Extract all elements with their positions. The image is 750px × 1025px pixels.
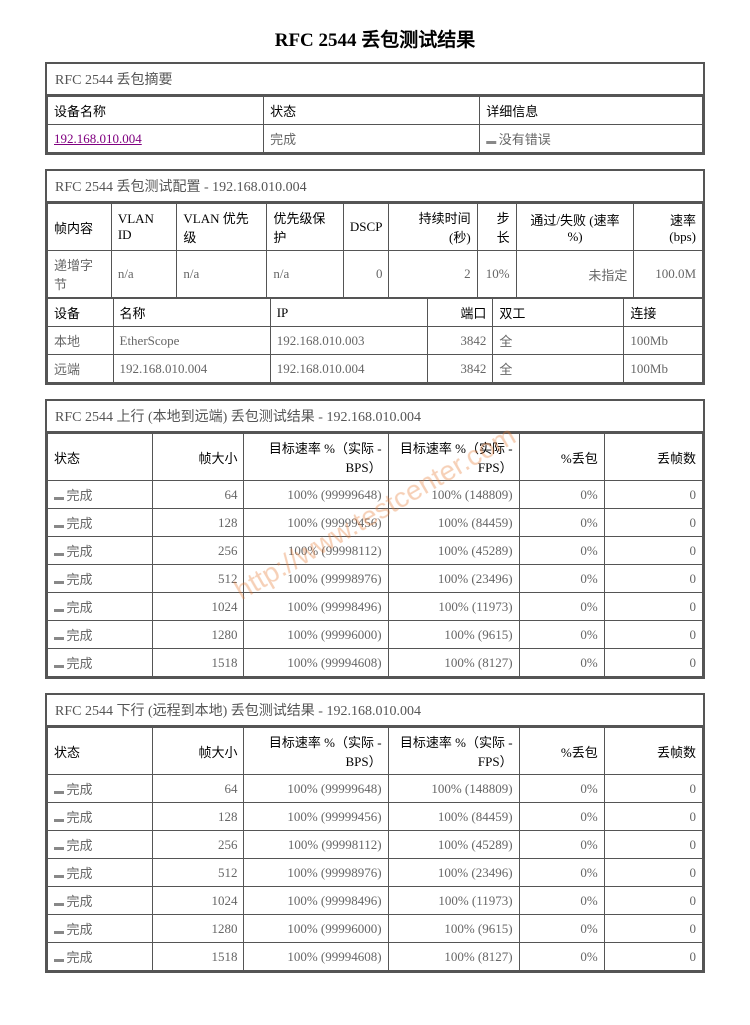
r8: 100.0M <box>634 251 703 298</box>
col: 丢帧数 <box>604 434 702 481</box>
c7: 通过/失败 (速率 %) <box>516 204 634 251</box>
col: %丢包 <box>519 728 604 775</box>
summary-header: RFC 2544 丢包摘要 <box>47 64 703 96</box>
result-row: 完成1280100% (99996000)100% (9615)0%0 <box>48 915 703 943</box>
device-link[interactable]: 192.168.010.004 <box>48 125 264 153</box>
dc5: 连接 <box>624 299 703 327</box>
dc2: IP <box>270 299 427 327</box>
result-row: 完成128100% (99999456)100% (84459)0%0 <box>48 803 703 831</box>
result-row: 完成1518100% (99994608)100% (8127)0%0 <box>48 649 703 677</box>
result-row: 完成1280100% (99996000)100% (9615)0%0 <box>48 621 703 649</box>
r0: 递增字节 <box>48 251 112 298</box>
up-table: 状态帧大小目标速率 %（实际 - BPS）目标速率 %（实际 - FPS）%丢包… <box>47 433 703 677</box>
r4: 0 <box>343 251 389 298</box>
c8: 速率 (bps) <box>634 204 703 251</box>
up-header: RFC 2544 上行 (本地到远端) 丢包测试结果 - 192.168.010… <box>47 401 703 433</box>
c6: 步长 <box>477 204 516 251</box>
result-row: 完成1024100% (99998496)100% (11973)0%0 <box>48 887 703 915</box>
down-table: 状态帧大小目标速率 %（实际 - BPS）目标速率 %（实际 - FPS）%丢包… <box>47 727 703 971</box>
col: 帧大小 <box>152 434 244 481</box>
device-row: 远端192.168.010.004192.168.010.004 3842全10… <box>48 355 703 383</box>
up-box: RFC 2544 上行 (本地到远端) 丢包测试结果 - 192.168.010… <box>45 399 705 679</box>
dc0: 设备 <box>48 299 114 327</box>
result-row: 完成512100% (99998976)100% (23496)0%0 <box>48 565 703 593</box>
result-row: 完成1518100% (99994608)100% (8127)0%0 <box>48 943 703 971</box>
result-row: 完成512100% (99998976)100% (23496)0%0 <box>48 859 703 887</box>
c5: 持续时间 (秒) <box>389 204 477 251</box>
col: 帧大小 <box>152 728 244 775</box>
config-header: RFC 2544 丢包测试配置 - 192.168.010.004 <box>47 171 703 203</box>
col: 目标速率 %（实际 - FPS） <box>388 434 519 481</box>
summary-table: 设备名称 状态 详细信息 192.168.010.004 完成 没有错误 <box>47 96 703 153</box>
dc3: 端口 <box>427 299 493 327</box>
col: 目标速率 %（实际 - BPS） <box>244 434 388 481</box>
col-status: 状态 <box>264 97 480 125</box>
detail-cell: 没有错误 <box>480 125 703 153</box>
r2: n/a <box>177 251 267 298</box>
result-row: 完成128100% (99999456)100% (84459)0%0 <box>48 509 703 537</box>
col: 状态 <box>48 434 153 481</box>
r6: 10% <box>477 251 516 298</box>
c1: VLAN ID <box>111 204 177 251</box>
result-row: 完成256100% (99998112)100% (45289)0%0 <box>48 831 703 859</box>
col: %丢包 <box>519 434 604 481</box>
col-detail: 详细信息 <box>480 97 703 125</box>
result-row: 完成256100% (99998112)100% (45289)0%0 <box>48 537 703 565</box>
r1: n/a <box>111 251 177 298</box>
dc4: 双工 <box>493 299 624 327</box>
summary-box: RFC 2544 丢包摘要 设备名称 状态 详细信息 192.168.010.0… <box>45 62 705 155</box>
c2: VLAN 优先级 <box>177 204 267 251</box>
col: 目标速率 %（实际 - FPS） <box>388 728 519 775</box>
device-row: 本地EtherScope192.168.010.003 3842全100Mb <box>48 327 703 355</box>
result-row: 完成64100% (99999648)100% (148809)0%0 <box>48 481 703 509</box>
col-device: 设备名称 <box>48 97 264 125</box>
dc1: 名称 <box>113 299 270 327</box>
down-header: RFC 2544 下行 (远程到本地) 丢包测试结果 - 192.168.010… <box>47 695 703 727</box>
r3: n/a <box>267 251 344 298</box>
page-title: RFC 2544 丢包测试结果 <box>45 25 705 52</box>
c0: 帧内容 <box>48 204 112 251</box>
result-row: 完成64100% (99999648)100% (148809)0%0 <box>48 775 703 803</box>
config-table: 帧内容 VLAN ID VLAN 优先级 优先级保护 DSCP 持续时间 (秒)… <box>47 203 703 298</box>
r7: 未指定 <box>516 251 634 298</box>
r5: 2 <box>389 251 477 298</box>
result-row: 完成1024100% (99998496)100% (11973)0%0 <box>48 593 703 621</box>
col: 目标速率 %（实际 - BPS） <box>244 728 388 775</box>
c3: 优先级保护 <box>267 204 344 251</box>
device-table: 设备 名称 IP 端口 双工 连接 本地EtherScope192.168.01… <box>47 298 703 383</box>
col: 状态 <box>48 728 153 775</box>
c4: DSCP <box>343 204 389 251</box>
config-box: RFC 2544 丢包测试配置 - 192.168.010.004 帧内容 VL… <box>45 169 705 385</box>
col: 丢帧数 <box>604 728 702 775</box>
down-box: RFC 2544 下行 (远程到本地) 丢包测试结果 - 192.168.010… <box>45 693 705 973</box>
status-cell: 完成 <box>264 125 480 153</box>
